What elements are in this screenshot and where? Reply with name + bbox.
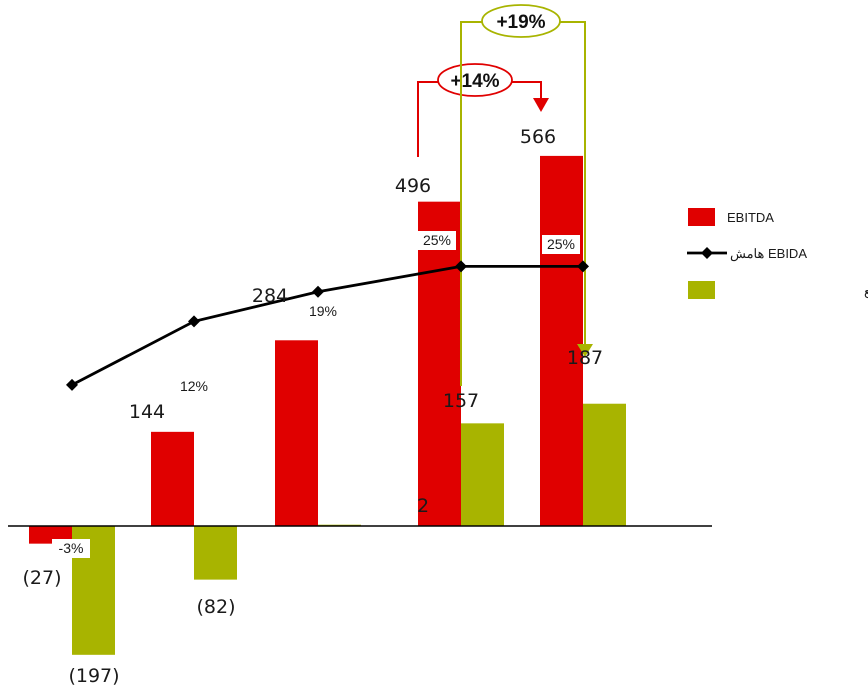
legend: EBITDA هامش EBIDA الأرباح القابلة للتوزيع [687,208,868,299]
ebitda-bar [151,431,194,526]
ebitda-value-label: (27) [22,567,61,589]
legend-label-margin: هامش EBIDA [730,246,807,262]
distributable-value-label: 2 [417,495,429,517]
margin-point [188,315,200,328]
margin-value-label: 12% [180,378,208,394]
growth-annotations: +14% +19% [417,4,593,386]
legend-swatch-distributable [688,281,715,299]
margin-line-group: -3% 12% 19% 25% 25% [52,231,589,558]
ebitda-value-label: 496 [395,175,431,197]
ebitda-bar [540,155,583,527]
legend-swatch-ebitda [688,208,715,226]
legend-swatch-margin-diamond [701,247,713,259]
margin-value-label: -3% [59,540,84,556]
distributable-growth-label: +19% [496,12,545,33]
legend-label-distributable: الأرباح القابلة للتوزيع [864,282,868,299]
ebitda-value-label: 144 [129,401,165,423]
margin-line [71,264,583,387]
margin-point [66,378,78,391]
distributable-growth-arrowhead [577,344,593,357]
distributable-value-label: 187 [567,347,603,369]
margin-value-label: 25% [547,236,575,252]
margin-point [455,260,467,273]
ebitda-bar [275,340,318,526]
value-labels: (27) 144 284 496 566 (197) (82) 2 157 187 [22,126,603,687]
distributable-value-label: 157 [443,390,479,412]
bars-group [29,155,626,655]
distributable-growth-bubble [481,4,561,38]
margin-label-background [542,235,580,254]
ebitda-growth-label: +14% [450,71,499,92]
ebitda-value-label: 284 [252,285,288,307]
distributable-bar [461,423,504,526]
margin-point [577,260,589,273]
margin-label-background [52,539,90,558]
distributable-bar [194,526,237,580]
ebitda-value-label: 566 [520,126,556,148]
margin-value-label: 25% [423,232,451,248]
distributable-value-label: (82) [196,596,235,618]
distributable-value-label: (197) [68,665,119,687]
margin-label-background [418,231,456,250]
margin-value-label: 19% [309,303,337,319]
ebitda-growth-arrowhead [533,98,549,112]
ebitda-bar [418,201,461,527]
ebitda-growth-bubble [437,63,513,97]
distributable-bar [583,403,626,526]
margin-point [312,285,324,298]
legend-label-ebitda: EBITDA [727,210,774,225]
